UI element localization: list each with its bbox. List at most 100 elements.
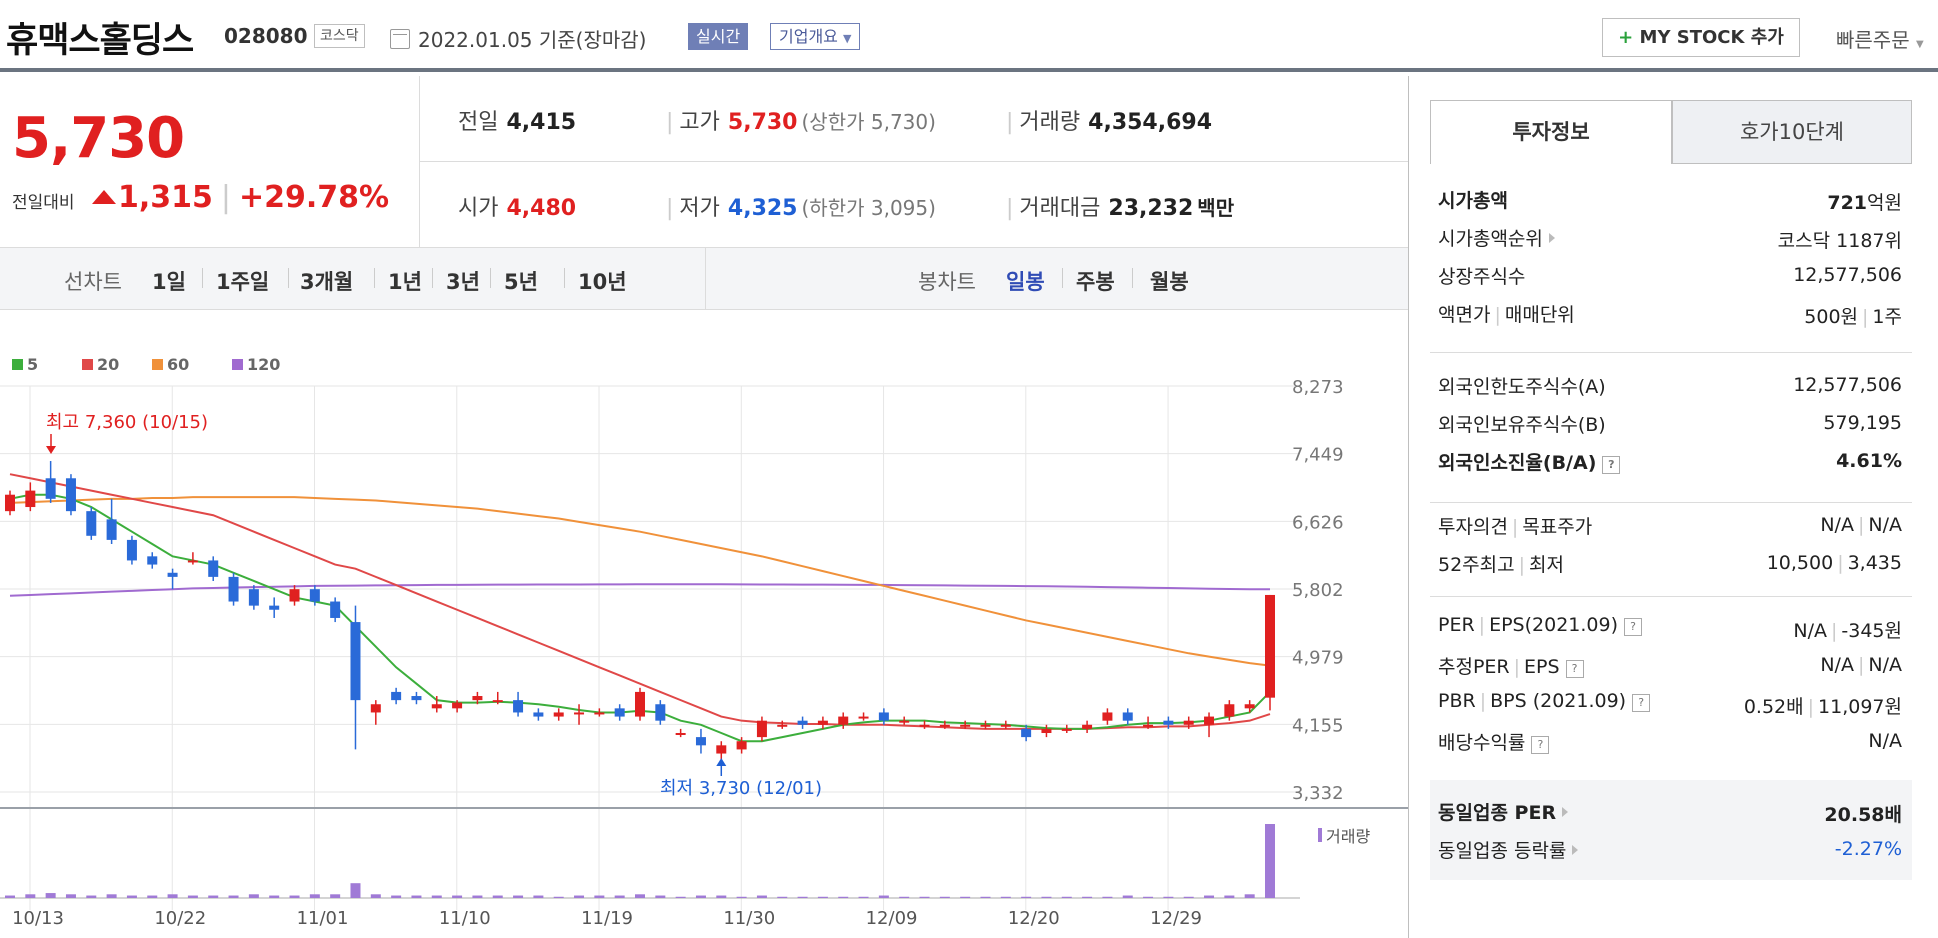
candle-body [1041,728,1052,734]
help-icon[interactable]: ? [1624,618,1642,636]
chevron-right-icon [1572,845,1579,855]
candle-body [86,511,97,536]
quick-order-button[interactable]: 빠른주문 ▼ [1836,24,1924,53]
tab-weekly[interactable]: 주봉 [1076,270,1115,294]
market-cap-rank-row[interactable]: 시가총액순위 코스닥 1187위 [1438,228,1902,252]
prev-close: 전일 4,415 [458,110,577,135]
volume-bar [899,896,910,898]
volume-bar [350,883,361,898]
tab-invest-info[interactable]: 투자정보 [1430,100,1672,164]
add-mystock-label: MY STOCK 추가 [1639,27,1784,48]
candle-body [1163,720,1174,725]
price-chart[interactable]: 8,273 7,449 6,626 5,802 4,979 4,155 3,332 10/13… [0,310,1408,938]
volume-bar [269,895,280,898]
tab-1day[interactable]: 1일 [152,270,186,294]
realtime-button[interactable]: 실시간 [688,23,749,50]
tab-10year[interactable]: 10년 [578,270,627,294]
candle-body [960,724,971,727]
market-badge: 코스닥 [314,24,365,48]
tab-3year[interactable]: 3년 [446,270,480,294]
volume-legend-swatch [1318,828,1322,842]
add-mystock-button[interactable]: + MY STOCK 추가 [1602,18,1800,57]
volume-bar [513,895,524,898]
candle-body [1122,712,1133,721]
volume-bar [1000,896,1011,898]
candle-body [614,708,625,717]
volume-bar [1122,895,1133,898]
volume-bar [431,895,442,898]
company-info-dropdown[interactable]: 기업개요 ▼ [770,23,861,50]
help-icon[interactable]: ? [1602,456,1621,474]
tab-daily[interactable]: 일봉 [1006,270,1045,294]
volume-bar [1224,895,1235,898]
help-icon[interactable]: ? [1565,660,1584,678]
x-tick-label: 11/30 [723,908,775,929]
volume-bar [1163,896,1174,898]
candle-body [574,712,585,715]
up-arrow-icon [92,190,116,204]
candlestick-chart-svg: 8,273 7,449 6,626 5,802 4,979 4,155 3,332 10/13… [0,355,1408,929]
legend-swatch [232,359,243,370]
stock-code: 028080 [224,24,308,48]
volume-bar [838,896,849,898]
volume-bar [553,896,564,898]
candle-body [919,724,930,727]
per-eps-row: PER | EPS(2021.09)? N/A | -345원 [1438,614,1902,642]
volume-bar [675,896,686,898]
legend-label: 120 [247,355,280,374]
y-tick-label: 8,273 [1292,377,1344,398]
candle-body [1244,704,1255,709]
volume-bar [391,895,402,898]
candle-body [817,720,828,725]
volume-bar [330,894,341,898]
help-icon[interactable]: ? [1531,736,1550,754]
tab-5year[interactable]: 5년 [504,270,538,294]
candle-body [513,700,524,713]
market-cap-row: 시가총액 721억원 [1438,190,1902,214]
low-annotation: 최저 3,730 (12/01) [660,778,822,799]
x-tick-label: 10/13 [12,908,64,929]
volume-bar [635,894,645,898]
candle-body [980,724,991,727]
volume-bar [1041,896,1052,898]
ma120-line [9,583,1270,597]
volume-bar [45,893,56,898]
volume-bar [1183,896,1194,898]
candle-body [716,745,727,754]
sector-per-row[interactable]: 동일업종 PER 20.58배 [1438,802,1902,826]
volume-bar [716,895,727,898]
legend-swatch [12,359,23,370]
candle-body [899,720,910,723]
tab-3month[interactable]: 3개월 [300,270,354,294]
plus-icon: + [1618,27,1634,48]
legend-label: 60 [167,355,189,374]
high-annotation: 최고 7,360 (10/15) [46,412,208,433]
candle-body [411,696,422,701]
candle-body [472,696,483,701]
chevron-down-icon: ▼ [1915,39,1924,50]
volume-bar [309,894,320,898]
open-price: 시가 4,480 [458,196,577,221]
tab-1year[interactable]: 1년 [388,270,422,294]
volume-bar [695,895,706,898]
help-icon[interactable]: ? [1632,694,1651,712]
volume-bar [208,895,219,898]
x-tick-label: 12/20 [1008,908,1060,929]
candle-body [45,478,56,499]
candle-body [939,724,950,727]
tab-1week[interactable]: 1주일 [216,270,270,294]
tab-order-book[interactable]: 호가10단계 [1672,100,1912,164]
volume-bar [86,895,97,898]
volume-bar [960,896,971,898]
candle-body [1143,724,1154,727]
volume-bar [1102,896,1113,898]
chevron-down-icon: ▼ [842,32,852,45]
candle-body [675,733,686,736]
candle-body [391,691,402,701]
tab-monthly[interactable]: 월봉 [1150,270,1189,294]
sector-change-row[interactable]: 동일업종 등락률 -2.27% [1438,838,1902,862]
candle-body [1082,724,1093,729]
legend-label: 20 [97,355,119,374]
ma60-line [9,496,1271,667]
candle-body [1204,716,1215,725]
